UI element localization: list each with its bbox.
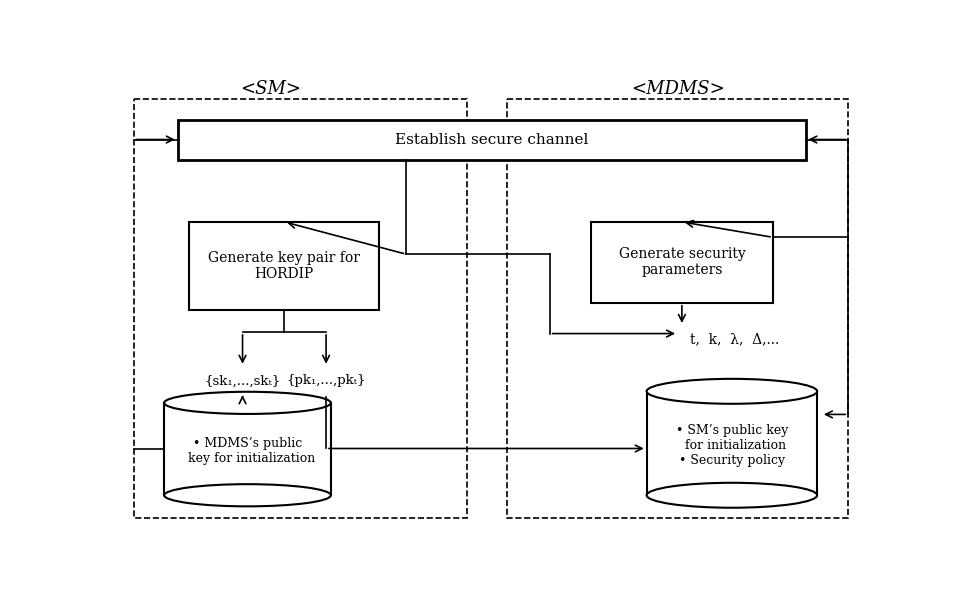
Bar	[165, 403, 331, 495]
Text: Establish secure channel: Establish secure channel	[395, 133, 589, 147]
Ellipse shape	[647, 379, 817, 404]
Ellipse shape	[165, 484, 331, 507]
Text: <SM>: <SM>	[240, 80, 301, 97]
Bar	[590, 222, 773, 303]
Text: {pk₁,...,pkₜ}: {pk₁,...,pkₜ}	[286, 374, 366, 388]
Text: • MDMS’s public
  key for initialization: • MDMS’s public key for initialization	[180, 437, 315, 465]
Text: t,  k,  λ,  Δ,...: t, k, λ, Δ,...	[690, 332, 779, 347]
Text: <MDMS>: <MDMS>	[631, 80, 724, 97]
Bar	[647, 391, 817, 495]
Bar	[189, 222, 379, 310]
Text: Generate security
parameters: Generate security parameters	[618, 247, 746, 277]
Bar	[507, 99, 848, 518]
Text: {sk₁,...,skₜ}: {sk₁,...,skₜ}	[205, 374, 280, 388]
Ellipse shape	[165, 392, 331, 414]
Text: Generate key pair for
HORDIP: Generate key pair for HORDIP	[209, 251, 361, 281]
Bar	[134, 99, 467, 518]
Ellipse shape	[647, 483, 817, 508]
Text: • SM’s public key
  for initialization
• Security policy: • SM’s public key for initialization • S…	[676, 424, 788, 467]
Bar	[178, 120, 806, 160]
